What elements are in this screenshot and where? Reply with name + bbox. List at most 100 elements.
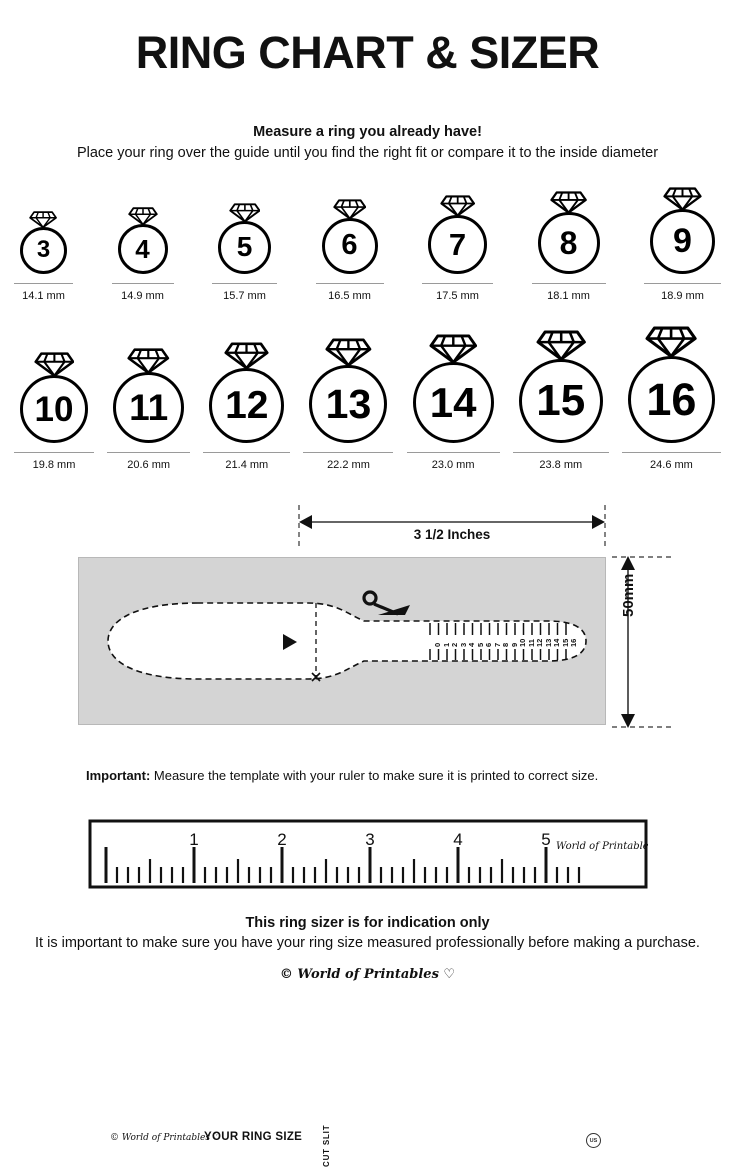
ring-size-number: 3	[36, 236, 51, 264]
ring-size-cell[interactable]: 15 23.8 mm	[512, 330, 609, 471]
ring-size-rule	[107, 452, 191, 454]
width-dimension-arrow	[298, 505, 606, 548]
ring-icon: 12	[209, 342, 285, 444]
sizer-tick-number: 4	[467, 642, 476, 648]
sizer-tick-number: 2	[450, 642, 459, 648]
ring-size-rule	[14, 452, 94, 454]
ring-size-cell[interactable]: 16 24.6 mm	[621, 326, 721, 472]
ring-size-rule	[531, 282, 606, 284]
ring-size-rule	[644, 282, 721, 284]
diamond-icon	[325, 338, 372, 367]
ring-size-cell[interactable]: 3 14.1 mm	[14, 211, 73, 302]
ring-diameter-label: 20.6 mm	[127, 459, 171, 472]
ring-size-number: 16	[646, 374, 697, 426]
ruler-inch-label: 2	[277, 830, 286, 849]
ring-size-number: 13	[325, 380, 372, 427]
ring-sizer-template: 3 1/2 Inches 50mm © World of Printables …	[0, 505, 735, 1167]
ring-size-cell[interactable]: 7 17.5 mm	[422, 195, 493, 302]
sizer-tick-number: 0	[433, 642, 442, 648]
ring-size-number: 5	[236, 231, 253, 263]
ring-size-circle[interactable]: 15	[518, 359, 603, 444]
footer-text: It is important to make sure you have yo…	[35, 935, 700, 952]
ring-icon: 7	[428, 195, 487, 274]
diamond-icon	[663, 186, 702, 211]
inch-ruler: 1 2 3 4 5 World of Printables ♡	[0, 819, 735, 889]
ring-size-circle[interactable]: 10	[20, 375, 88, 444]
ring-size-circle[interactable]: 5	[218, 220, 271, 274]
ruler-inch-label: 5	[541, 830, 550, 849]
ring-icon: 3	[20, 211, 67, 274]
ring-size-circle[interactable]: 8	[537, 211, 600, 274]
sizer-tick-number: 6	[484, 642, 493, 648]
ring-size-cell[interactable]: 9 18.9 mm	[644, 186, 721, 302]
ring-size-cell[interactable]: 6 16.5 mm	[315, 199, 384, 302]
ring-diameter-label: 18.1 mm	[547, 289, 590, 302]
ring-icon: 10	[20, 352, 88, 444]
diamond-icon	[333, 199, 366, 220]
important-text: Measure the template with your ruler to …	[150, 768, 599, 784]
subtitle-text: Place your ring over the guide until you…	[76, 144, 659, 161]
diamond-icon	[440, 195, 475, 217]
ring-size-circle[interactable]: 9	[650, 208, 715, 274]
diamond-icon	[127, 207, 158, 226]
ring-icon: 15	[518, 330, 603, 444]
ring-size-rule	[512, 452, 609, 454]
important-note: Important: Measure the template with you…	[0, 768, 735, 783]
ring-size-rule	[111, 282, 174, 284]
ruler-inch-label: 3	[365, 830, 374, 849]
ring-size-circle[interactable]: 4	[117, 223, 168, 274]
ring-size-cell[interactable]: 4 14.9 mm	[111, 207, 174, 302]
ring-icon: 11	[113, 348, 185, 444]
ring-size-cell[interactable]: 12 21.4 mm	[203, 342, 291, 472]
ring-size-rule	[621, 452, 721, 454]
ring-diameter-label: 21.4 mm	[225, 459, 269, 472]
ring-size-circle[interactable]: 12	[209, 368, 285, 444]
ring-size-rule	[14, 282, 73, 284]
width-dimension-label: 3 1/2 Inches	[413, 527, 491, 543]
ring-size-cell[interactable]: 10 19.8 mm	[14, 352, 94, 471]
ring-size-rule	[303, 452, 394, 454]
footer-brand: © World of Printables ♡	[279, 967, 456, 983]
ring-size-number: 12	[225, 384, 269, 428]
ring-size-circle[interactable]: 11	[113, 372, 185, 444]
ring-size-rule	[212, 282, 277, 284]
ring-size-cell[interactable]: 14 23.0 mm	[406, 334, 500, 471]
diamond-icon	[228, 203, 261, 223]
cut-slit-label: CUT SLIT	[322, 1124, 331, 1167]
ring-size-circle[interactable]: 6	[321, 217, 378, 274]
ring-size-cell[interactable]: 8 18.1 mm	[531, 190, 606, 302]
ring-size-row-2: 10 19.8 mm 11 20.6 mm 12 21.4 mm 13 22.2 mm 14 23…	[14, 326, 721, 471]
ring-size-rule	[422, 282, 493, 284]
ring-diameter-label: 14.1 mm	[22, 289, 65, 302]
us-badge: US	[586, 1133, 601, 1149]
ring-size-circle[interactable]: 7	[428, 214, 487, 274]
diamond-icon	[536, 330, 586, 361]
ruler-inch-label: 1	[189, 830, 198, 849]
ring-size-cell[interactable]: 5 15.7 mm	[212, 203, 277, 302]
subtitle-bold: Measure a ring you already have!	[253, 123, 482, 140]
ring-size-cell[interactable]: 13 22.2 mm	[303, 338, 394, 471]
ring-size-cell[interactable]: 11 20.6 mm	[107, 348, 191, 472]
ring-icon: 16	[627, 326, 715, 444]
ring-size-circle[interactable]: 16	[627, 356, 715, 444]
diamond-icon	[29, 211, 58, 229]
ring-size-number: 8	[559, 224, 578, 261]
ruler-inch-label: 4	[453, 830, 462, 849]
height-dimension-arrow	[612, 556, 672, 729]
ring-size-circle[interactable]: 3	[20, 226, 67, 274]
page-title: RING CHART & SIZER	[135, 27, 600, 78]
diamond-icon	[429, 334, 477, 364]
ring-diameter-label: 24.6 mm	[650, 459, 693, 472]
sizer-tick-number: 8	[501, 642, 510, 648]
ring-size-grid: 3 14.1 mm 4 14.9 mm 5 15.7 mm 6 16.5 mm 7 17.5 mm…	[0, 186, 735, 471]
ring-size-number: 9	[673, 222, 692, 261]
ring-size-number: 11	[129, 387, 169, 429]
ring-size-circle[interactable]: 14	[412, 362, 494, 444]
diamond-icon	[34, 352, 74, 377]
ring-size-circle[interactable]: 13	[309, 365, 388, 444]
ring-size-number: 14	[429, 378, 477, 426]
ring-icon: 13	[309, 338, 388, 444]
width-dimension-label-wrap: 3 1/2 Inches	[298, 505, 606, 547]
footer-bold: This ring sizer is for indication only	[245, 915, 490, 932]
ring-diameter-label: 14.9 mm	[121, 289, 164, 302]
